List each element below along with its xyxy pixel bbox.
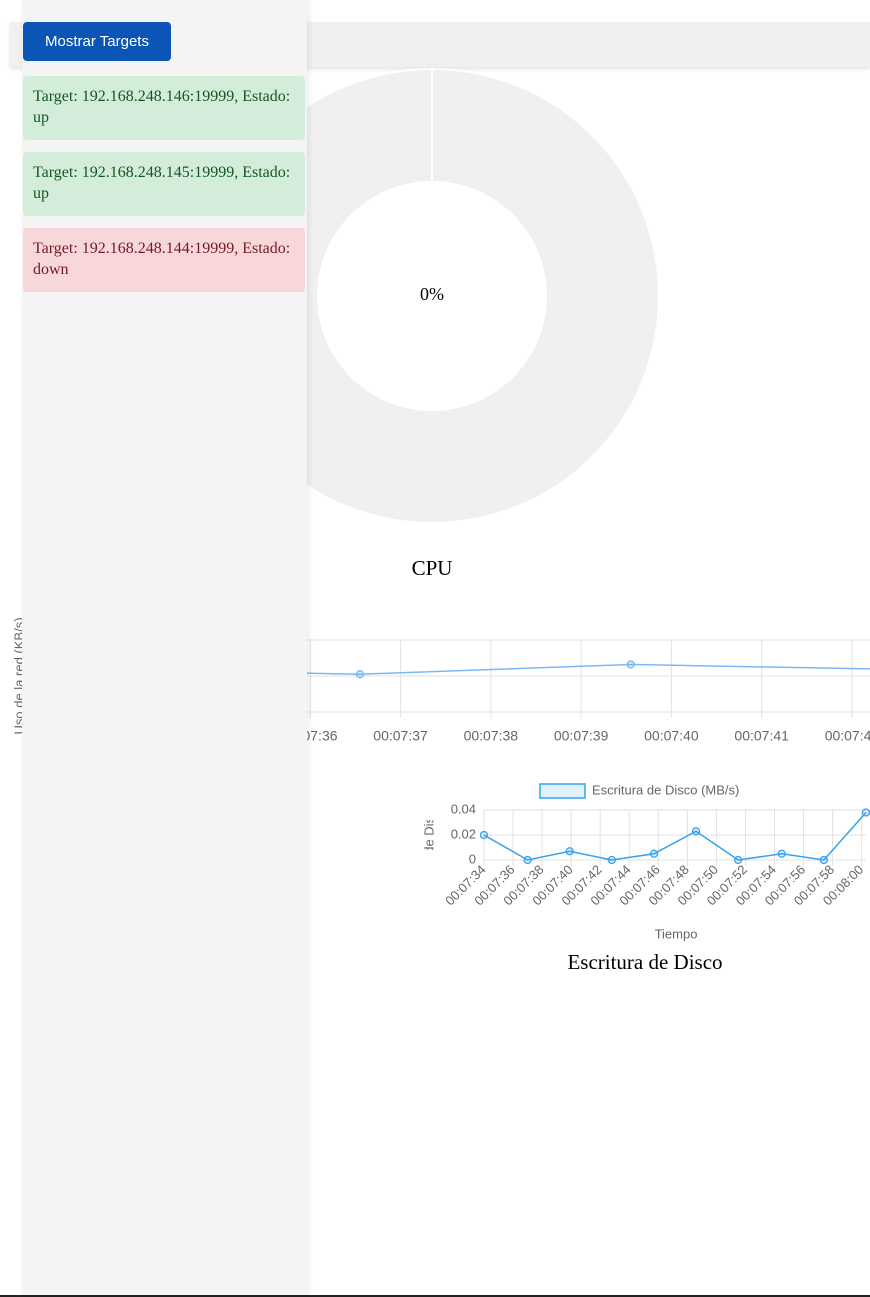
chart-title: CPU xyxy=(412,556,453,580)
data-point xyxy=(649,849,659,858)
target-status: Target: 192.168.248.144:19999, Estado: d… xyxy=(23,228,305,292)
data-point xyxy=(480,830,489,840)
x-tick-label: 00:07:42 xyxy=(825,728,870,744)
y-axis-label: Escritura de Disco (MB/s) xyxy=(421,761,436,908)
data-point xyxy=(819,855,829,865)
x-tick-label: 00:07:39 xyxy=(554,728,609,744)
center-label: 0% xyxy=(420,284,444,304)
legend-label: Escritura de Disco (MB/s) xyxy=(592,782,739,797)
y-tick-label: 0.04 xyxy=(451,801,476,816)
x-tick-label: 00:07:37 xyxy=(373,728,428,744)
data-point xyxy=(626,660,635,669)
chart-title: Escritura de Disco xyxy=(567,950,722,974)
data-point xyxy=(355,670,365,679)
bottom-border xyxy=(0,1295,870,1297)
x-tick-label: 00:07:41 xyxy=(734,728,789,744)
x-axis-label: Tiempo xyxy=(655,926,698,941)
target-status: Target: 192.168.248.146:19999, Estado: u… xyxy=(23,76,305,140)
data-line xyxy=(483,812,867,861)
data-point xyxy=(777,849,786,858)
x-tick-label: 00:07:38 xyxy=(464,728,519,744)
y-tick-label: 0.02 xyxy=(451,826,476,841)
show-targets-button[interactable]: Mostrar Targets xyxy=(23,22,171,61)
data-point xyxy=(861,808,870,817)
legend-swatch xyxy=(539,783,586,799)
data-point xyxy=(734,855,743,865)
data-point xyxy=(691,827,701,836)
data-point xyxy=(523,855,532,865)
data-point xyxy=(565,847,574,856)
x-tick-label: 00:07:40 xyxy=(644,728,699,744)
y-tick-label: 0 xyxy=(469,851,476,866)
sidebar: Mostrar Targets Target: 192.168.248.146:… xyxy=(22,0,307,1295)
target-status: Target: 192.168.248.145:19999, Estado: u… xyxy=(23,152,305,216)
data-point xyxy=(607,855,616,865)
